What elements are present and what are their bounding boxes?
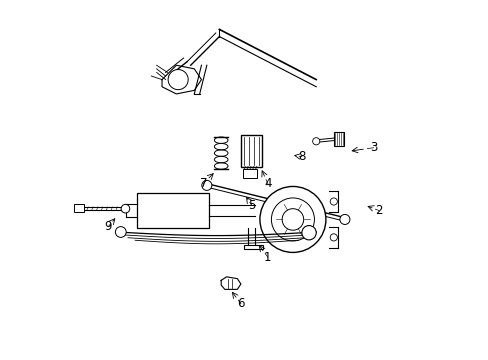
- Bar: [74, 204, 84, 212]
- Circle shape: [282, 209, 303, 230]
- Text: 2: 2: [374, 204, 382, 217]
- Bar: [333, 132, 344, 146]
- Circle shape: [329, 234, 337, 241]
- Bar: [242, 169, 257, 178]
- Circle shape: [329, 198, 337, 205]
- Circle shape: [339, 215, 349, 225]
- Circle shape: [121, 204, 129, 213]
- Circle shape: [168, 69, 188, 90]
- Text: 7: 7: [199, 177, 206, 190]
- Polygon shape: [219, 30, 316, 81]
- Text: 8: 8: [298, 150, 305, 163]
- Text: 5: 5: [247, 199, 255, 212]
- Text: 3: 3: [369, 141, 377, 154]
- Bar: [137, 193, 208, 228]
- Circle shape: [260, 186, 325, 252]
- Circle shape: [115, 226, 126, 237]
- Circle shape: [271, 198, 314, 241]
- Text: 9: 9: [104, 220, 112, 233]
- Bar: [244, 244, 263, 249]
- Text: 6: 6: [237, 297, 244, 310]
- Bar: [241, 135, 261, 167]
- Circle shape: [202, 180, 211, 190]
- Text: 1: 1: [264, 251, 271, 264]
- Circle shape: [301, 226, 316, 240]
- Circle shape: [312, 138, 319, 145]
- Text: 4: 4: [264, 177, 271, 190]
